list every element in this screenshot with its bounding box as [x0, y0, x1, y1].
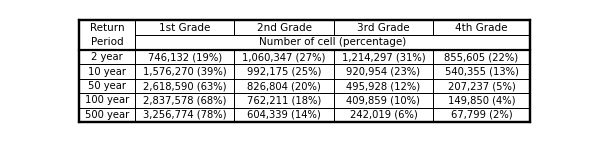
Text: Return
Period: Return Period: [90, 23, 124, 47]
Text: 2 year: 2 year: [91, 52, 123, 62]
Bar: [235, 108, 334, 122]
Bar: [79, 79, 135, 93]
Bar: [135, 50, 235, 64]
Bar: [433, 108, 530, 122]
Bar: [79, 64, 135, 79]
Bar: [135, 35, 530, 50]
Bar: [334, 108, 433, 122]
Text: 100 year: 100 year: [85, 95, 129, 105]
Bar: [135, 64, 235, 79]
Bar: [135, 79, 235, 93]
Text: 920,954 (23%): 920,954 (23%): [346, 67, 421, 77]
Text: 3rd Grade: 3rd Grade: [357, 23, 410, 33]
Text: 540,355 (13%): 540,355 (13%): [444, 67, 519, 77]
Bar: [433, 93, 530, 108]
Bar: [235, 50, 334, 64]
Bar: [235, 64, 334, 79]
Bar: [433, 79, 530, 93]
Text: 746,132 (19%): 746,132 (19%): [148, 52, 222, 62]
Text: Number of cell (percentage): Number of cell (percentage): [259, 37, 406, 47]
Bar: [79, 20, 135, 50]
Bar: [79, 93, 135, 108]
Bar: [334, 20, 433, 35]
Bar: [235, 79, 334, 93]
Text: 855,605 (22%): 855,605 (22%): [444, 52, 519, 62]
Text: 67,799 (2%): 67,799 (2%): [451, 110, 512, 120]
Bar: [79, 108, 135, 122]
Text: 1,214,297 (31%): 1,214,297 (31%): [342, 52, 425, 62]
Text: 242,019 (6%): 242,019 (6%): [349, 110, 417, 120]
Text: 207,237 (5%): 207,237 (5%): [448, 81, 516, 91]
Text: 4th Grade: 4th Grade: [455, 23, 508, 33]
Text: 1,060,347 (27%): 1,060,347 (27%): [242, 52, 326, 62]
Text: 3,256,774 (78%): 3,256,774 (78%): [143, 110, 227, 120]
Text: 826,804 (20%): 826,804 (20%): [247, 81, 321, 91]
Text: 2,618,590 (63%): 2,618,590 (63%): [143, 81, 227, 91]
Bar: [135, 20, 235, 35]
Bar: [334, 93, 433, 108]
Bar: [433, 50, 530, 64]
Bar: [135, 93, 235, 108]
Bar: [433, 20, 530, 35]
Text: 500 year: 500 year: [85, 110, 129, 120]
Text: 992,175 (25%): 992,175 (25%): [247, 67, 321, 77]
Bar: [235, 93, 334, 108]
Text: 149,850 (4%): 149,850 (4%): [448, 95, 515, 105]
Text: 50 year: 50 year: [88, 81, 126, 91]
Text: 2,837,578 (68%): 2,837,578 (68%): [143, 95, 226, 105]
Text: 2nd Grade: 2nd Grade: [257, 23, 312, 33]
Text: 409,859 (10%): 409,859 (10%): [346, 95, 421, 105]
Text: 762,211 (18%): 762,211 (18%): [247, 95, 321, 105]
Bar: [235, 20, 334, 35]
Text: 495,928 (12%): 495,928 (12%): [346, 81, 421, 91]
Bar: [334, 64, 433, 79]
Bar: [135, 108, 235, 122]
Bar: [334, 50, 433, 64]
Bar: [433, 64, 530, 79]
Bar: [334, 79, 433, 93]
Bar: [79, 50, 135, 64]
Text: 604,339 (14%): 604,339 (14%): [247, 110, 321, 120]
Text: 10 year: 10 year: [88, 67, 126, 77]
Text: 1,576,270 (39%): 1,576,270 (39%): [143, 67, 227, 77]
Text: 1st Grade: 1st Grade: [159, 23, 210, 33]
